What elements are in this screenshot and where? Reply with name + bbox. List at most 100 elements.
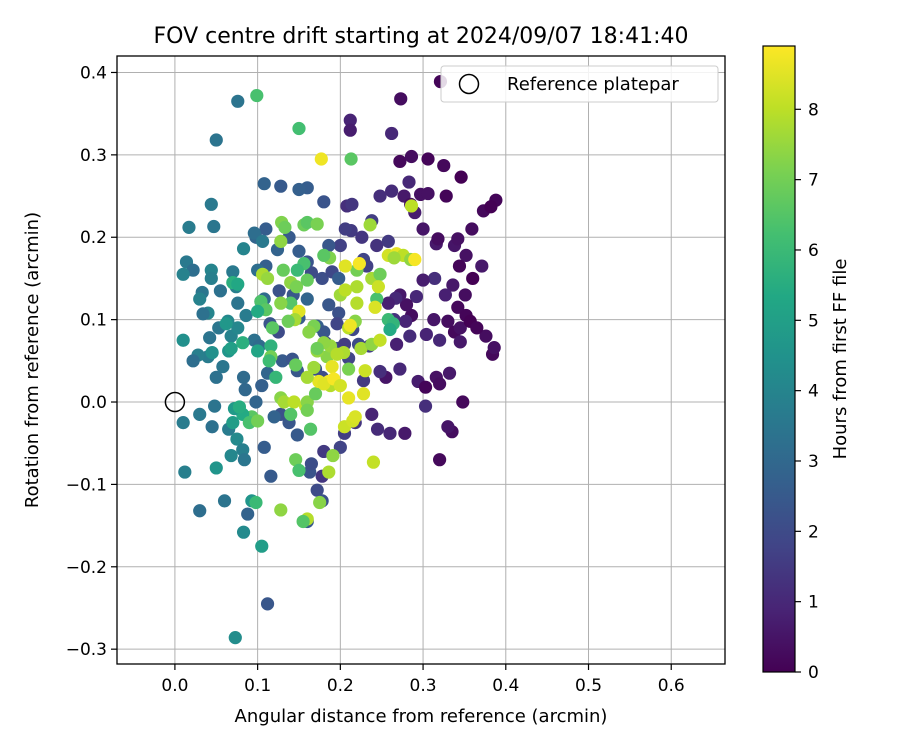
- reference-platepar-marker: [164, 391, 186, 413]
- data-point: [204, 271, 218, 286]
- data-point: [342, 362, 356, 376]
- data-point: [458, 288, 472, 302]
- data-point: [479, 329, 493, 343]
- data-point: [208, 399, 222, 413]
- data-point: [251, 304, 265, 318]
- data-point: [371, 280, 385, 294]
- data-point: [300, 292, 314, 306]
- colorbar-tick-label: 3: [808, 452, 819, 472]
- y-tick-label: 0.1: [80, 311, 107, 331]
- data-point: [338, 283, 352, 297]
- data-point: [373, 189, 387, 203]
- data-point: [343, 113, 357, 127]
- data-point: [262, 354, 276, 368]
- data-point: [219, 317, 233, 331]
- data-point: [236, 370, 251, 384]
- data-point: [338, 222, 352, 236]
- y-axis-ticks: 0.4 0.3 0.2 0.1 0.0 −0.1 −0.2 −0.3: [66, 63, 117, 660]
- data-point: [203, 331, 217, 345]
- colorbar-tick-label: 2: [808, 522, 819, 542]
- data-point: [484, 200, 498, 214]
- chart-title: FOV centre drift starting at 2024/09/07 …: [154, 24, 689, 49]
- data-point: [389, 337, 404, 351]
- y-tick-label: 0.4: [80, 63, 107, 83]
- y-tick-label: 0.2: [80, 228, 107, 248]
- data-point: [237, 453, 251, 467]
- data-point: [290, 428, 304, 442]
- data-point: [230, 432, 244, 446]
- x-tick-label: 0.5: [575, 676, 602, 696]
- x-axis-ticks: 0.0 0.1 0.2 0.3 0.4 0.5 0.6: [161, 664, 685, 696]
- x-tick-label: 0.0: [161, 676, 188, 696]
- data-point: [356, 387, 371, 401]
- data-point: [402, 175, 416, 189]
- data-point: [383, 322, 397, 337]
- data-point: [231, 277, 245, 291]
- data-point: [267, 410, 281, 424]
- colorbar-tick-label: 6: [808, 241, 819, 261]
- data-point: [433, 333, 447, 347]
- data-point: [330, 317, 344, 331]
- y-tick-label: 0.3: [80, 146, 107, 166]
- data-point: [205, 420, 219, 434]
- data-point: [228, 631, 242, 645]
- data-point: [310, 341, 324, 356]
- data-point: [358, 364, 372, 378]
- data-point: [332, 306, 346, 320]
- data-point: [317, 248, 331, 262]
- data-point: [320, 350, 334, 364]
- data-point: [326, 448, 340, 463]
- y-tick-label: −0.1: [66, 475, 107, 495]
- data-point: [250, 88, 264, 103]
- data-point: [333, 378, 347, 393]
- data-point: [348, 410, 362, 424]
- data-point: [437, 158, 451, 173]
- data-point: [442, 366, 457, 380]
- legend-marker: [458, 73, 480, 95]
- data-point: [315, 271, 329, 286]
- data-point: [292, 182, 306, 197]
- data-point: [241, 507, 255, 521]
- data-point: [416, 273, 430, 287]
- data-point: [403, 329, 417, 343]
- x-tick-label: 0.2: [327, 676, 354, 696]
- data-point: [289, 358, 303, 372]
- data-point: [176, 267, 190, 281]
- data-point: [176, 333, 190, 347]
- x-tick-label: 0.4: [492, 676, 519, 696]
- data-point: [277, 395, 291, 409]
- data-point: [204, 197, 218, 211]
- data-point: [260, 271, 275, 286]
- data-point: [343, 123, 357, 137]
- data-point: [352, 257, 366, 271]
- data-point: [247, 226, 261, 240]
- data-point: [394, 92, 408, 106]
- data-point: [186, 263, 200, 277]
- data-point: [456, 395, 470, 409]
- colorbar-tick-label: 8: [808, 100, 819, 120]
- data-point: [383, 426, 397, 440]
- data-point: [418, 380, 433, 394]
- data-point: [272, 284, 286, 298]
- data-point: [345, 197, 359, 211]
- data-point: [249, 395, 263, 409]
- x-tick-label: 0.1: [244, 676, 271, 696]
- colorbar-tick-label: 0: [808, 663, 819, 683]
- data-point: [330, 347, 344, 361]
- data-point: [307, 360, 321, 375]
- data-point: [207, 219, 221, 234]
- data-point: [446, 278, 460, 292]
- data-point: [224, 448, 238, 463]
- data-point: [354, 341, 368, 356]
- data-point: [441, 314, 455, 328]
- legend-box: [440, 65, 719, 103]
- colorbar-tick-label: 7: [808, 171, 819, 191]
- data-point: [269, 370, 283, 384]
- data-point: [355, 230, 369, 244]
- data-point: [363, 218, 377, 232]
- x-axis-label: Angular distance from reference (arcmin): [235, 706, 608, 727]
- reference-marker: [164, 391, 186, 413]
- data-point: [404, 149, 419, 164]
- data-point: [257, 177, 271, 191]
- colorbar-tick-label: 4: [808, 382, 819, 402]
